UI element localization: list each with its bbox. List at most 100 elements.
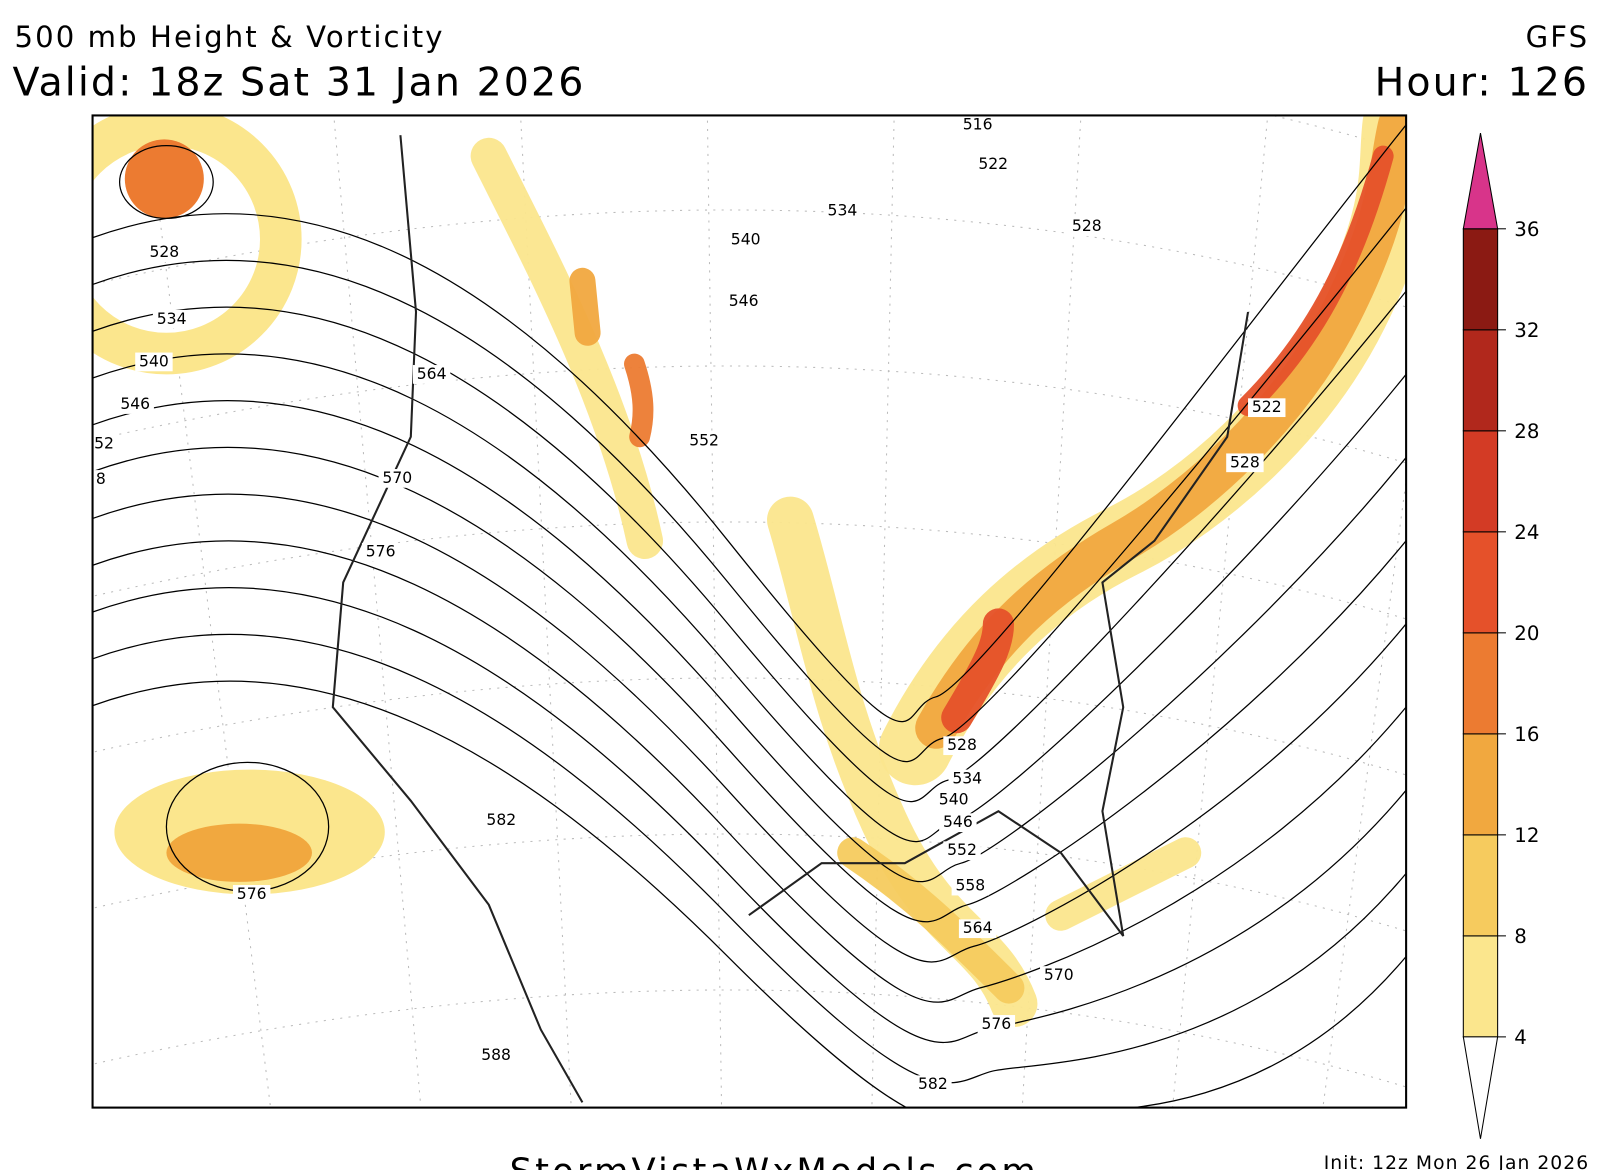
contour-label: 516	[963, 115, 993, 133]
contour-label: 570	[382, 469, 412, 487]
colorbar-label: 28	[1514, 420, 1539, 443]
graticule	[333, 115, 422, 1108]
height-contour	[92, 633, 1407, 1084]
contour-label-bg	[1248, 398, 1286, 418]
colorbar-label: 16	[1514, 723, 1539, 746]
contour-label: 564	[417, 365, 447, 383]
contour-label-bg	[939, 813, 977, 832]
contour-label: 576	[981, 1015, 1011, 1033]
contour-label-bg	[412, 365, 451, 384]
colorbar-label: 36	[1514, 218, 1539, 241]
contour-label: 522	[978, 155, 1008, 173]
height-contour	[92, 123, 1407, 723]
contour-label: 564	[963, 919, 993, 937]
contour-label: 528	[947, 736, 977, 754]
vorticity-blob	[166, 823, 313, 882]
colorbar-label: 20	[1514, 622, 1539, 645]
init-time: Init: 12z Mon 26 Jan 2026	[1324, 1153, 1589, 1170]
contour-label: 52	[94, 435, 114, 453]
contour-label-bg	[948, 769, 986, 789]
height-contour	[92, 493, 1407, 963]
contour-label: 540	[731, 231, 761, 249]
graticule	[706, 115, 723, 1108]
contour-label-bg	[977, 1015, 1016, 1034]
vorticity-core	[569, 267, 601, 346]
contour-label-bg	[823, 201, 862, 221]
graticule	[871, 115, 895, 1108]
map-area: 5165225285345405465525645705765285345405…	[92, 115, 1407, 1108]
colorbar-band	[1462, 430, 1499, 533]
contour-label-bg	[1226, 453, 1264, 473]
contour-label: 582	[486, 811, 516, 829]
contour-label-bg	[726, 230, 765, 250]
contour-label-bg	[958, 919, 997, 939]
contour-label: 546	[120, 395, 150, 413]
contour-label: 576	[237, 885, 267, 903]
valid-time: Valid: 18z Sat 31 Jan 2026	[12, 60, 585, 106]
contour-label-bg	[958, 115, 997, 135]
height-contour	[92, 680, 1407, 1108]
contour-label-bg	[361, 542, 400, 562]
contour-label-bg	[974, 154, 1012, 174]
colorbar-over	[1462, 133, 1499, 230]
contour-label-bg	[92, 434, 123, 454]
map-frame	[91, 114, 1408, 1109]
height-contour	[92, 400, 1407, 883]
contour-label-bg	[685, 431, 723, 451]
vorticity-core	[624, 353, 654, 448]
graticule	[92, 677, 1407, 776]
contour-label-bg	[724, 292, 763, 311]
vorticity-core	[1237, 145, 1394, 416]
vorticity-band	[837, 837, 1025, 1004]
contour-label: 534	[157, 310, 187, 328]
height-contour	[92, 206, 1407, 763]
contour-label-bg	[145, 243, 184, 263]
height-contour	[92, 446, 1407, 923]
contour-label-bg	[1068, 217, 1106, 237]
vorticity-band	[1045, 837, 1202, 931]
contour-label: 546	[943, 813, 973, 831]
contour-label-bg	[943, 841, 981, 861]
contour-label: 540	[939, 790, 969, 808]
colorbar-under	[1462, 1036, 1499, 1139]
vorticity-low	[124, 139, 204, 219]
contour-label-bg	[482, 811, 521, 830]
contour-label-bg	[914, 1075, 952, 1095]
contour-label-bg	[934, 790, 973, 810]
colorbar-label: 24	[1514, 521, 1539, 544]
colorbar-band	[1462, 834, 1499, 937]
graticule	[92, 365, 1407, 464]
forecast-hour: Hour: 126	[1375, 60, 1590, 106]
contour-label: 534	[952, 769, 982, 787]
colorbar-label: 8	[1514, 925, 1527, 948]
graticule	[1172, 115, 1269, 1108]
colorbar-band	[1462, 531, 1499, 634]
contour-label: 528	[1072, 217, 1102, 235]
contour-label: 582	[918, 1075, 948, 1093]
contour-label: 522	[1252, 398, 1282, 416]
contour-label: 546	[729, 292, 759, 310]
colorbar-band	[1462, 733, 1499, 836]
contour-label: 558	[955, 877, 985, 895]
contour-label: 576	[366, 543, 396, 561]
height-contour	[92, 290, 1407, 803]
height-contour	[92, 353, 1407, 843]
colorbar-band	[1462, 228, 1499, 331]
contour-label: 8	[96, 470, 106, 488]
colorbar-band	[1462, 632, 1499, 735]
contour-label-bg	[1040, 966, 1078, 985]
colorbar-label: 32	[1514, 319, 1539, 342]
contour-label: 528	[149, 243, 179, 261]
model-name: GFS	[1526, 20, 1590, 54]
site-name: StormVistaWxModels.com	[510, 1152, 1039, 1170]
graticule	[520, 115, 572, 1108]
colorbar-band	[1462, 329, 1499, 432]
map-title: 500 mb Height & Vorticity	[15, 20, 445, 54]
contour-label: 552	[689, 431, 719, 449]
contour-label-bg	[378, 469, 417, 488]
graticule	[92, 989, 1407, 1088]
contour-label-bg	[477, 1046, 515, 1065]
colorbar: 4 8 12 16 20 24 28 32 36	[1462, 133, 1539, 1139]
